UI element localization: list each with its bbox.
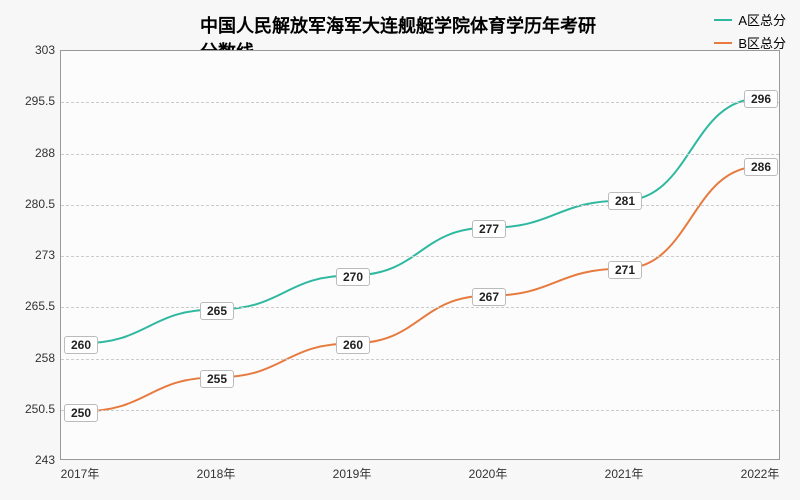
data-label: 260 [64, 336, 98, 354]
x-tick-label: 2017年 [61, 465, 100, 482]
data-label: 260 [336, 336, 370, 354]
plot-area: 260 265 270 277 281 296 250 255 260 267 271 286 [60, 50, 780, 460]
legend-swatch-a [714, 19, 732, 21]
gridline [61, 410, 779, 411]
data-label: 286 [744, 158, 778, 176]
y-tick-label: 280.5 [5, 197, 55, 211]
data-label: 281 [608, 192, 642, 210]
legend-item-a: A区总分 [714, 10, 786, 29]
x-tick-label: 2018年 [197, 465, 236, 482]
data-label: 265 [200, 302, 234, 320]
gridline [61, 256, 779, 257]
y-tick-label: 258 [5, 351, 55, 365]
x-tick-label: 2020年 [469, 465, 508, 482]
y-tick-label: 273 [5, 248, 55, 262]
chart-container: 中国人民解放军海军大连舰艇学院体育学历年考研分数线 A区总分 B区总分 2602… [0, 0, 800, 500]
gridline [61, 359, 779, 360]
gridline [61, 154, 779, 155]
x-tick-label: 2022年 [741, 465, 780, 482]
data-label: 270 [336, 268, 370, 286]
series-b-line [81, 167, 759, 412]
y-tick-label: 288 [5, 146, 55, 160]
data-label: 255 [200, 370, 234, 388]
data-label: 296 [744, 90, 778, 108]
data-label: 267 [472, 288, 506, 306]
y-tick-label: 250.5 [5, 402, 55, 416]
data-label: 271 [608, 261, 642, 279]
gridline [61, 102, 779, 103]
x-tick-label: 2021年 [605, 465, 644, 482]
y-tick-label: 303 [5, 43, 55, 57]
y-tick-label: 243 [5, 453, 55, 467]
lines-svg [61, 51, 779, 459]
legend-label-a: A区总分 [738, 10, 786, 29]
gridline [61, 307, 779, 308]
x-tick-label: 2019年 [333, 465, 372, 482]
legend-swatch-b [714, 42, 732, 44]
y-tick-label: 295.5 [5, 94, 55, 108]
data-label: 250 [64, 404, 98, 422]
y-tick-label: 265.5 [5, 299, 55, 313]
gridline [61, 205, 779, 206]
data-label: 277 [472, 220, 506, 238]
